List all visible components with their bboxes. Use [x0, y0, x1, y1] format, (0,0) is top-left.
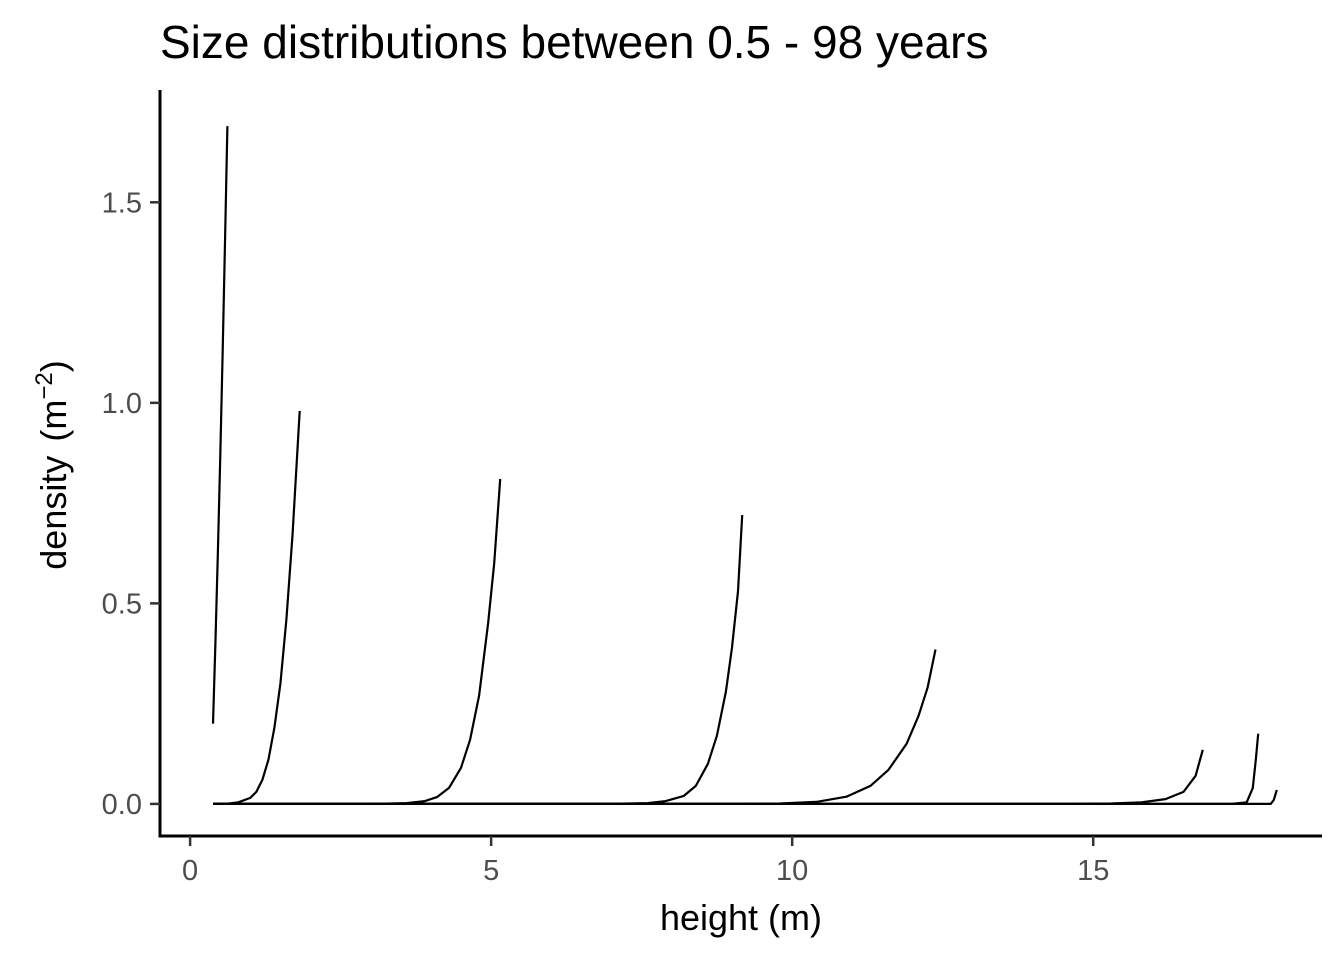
y-axis-title-exponent: −2 [31, 372, 58, 399]
x-tick-label: 0 [182, 855, 198, 887]
y-axis-title-main: density [33, 456, 74, 570]
y-tick-label: 1.0 [102, 388, 142, 420]
y-axis-title: density (m−2) [31, 360, 74, 569]
y-tick-label: 0.0 [102, 789, 142, 821]
chart-title: Size distributions between 0.5 - 98 year… [160, 16, 988, 68]
y-ticks: 0.0 0.5 1.0 1.5 [102, 187, 160, 821]
series-line-1 [211, 126, 229, 724]
x-tick-label: 5 [483, 855, 499, 887]
series-line-3 [213, 478, 502, 806]
y-axis-title-open-paren: ( [33, 430, 74, 442]
series-line-4 [213, 515, 744, 806]
x-axis-title: height (m) [660, 897, 822, 938]
series-line-8 [213, 789, 1278, 806]
x-ticks: 0 5 10 15 [182, 836, 1109, 887]
series-line-5 [213, 649, 937, 806]
series-group [211, 126, 1278, 806]
series-line-7 [213, 733, 1260, 806]
x-tick-label: 10 [776, 855, 808, 887]
y-axis-title-unit: m [33, 400, 74, 430]
y-axis-title-close-paren: ) [33, 360, 74, 372]
y-tick-label: 1.5 [102, 187, 142, 219]
series-line-6 [213, 749, 1204, 806]
y-tick-label: 0.5 [102, 588, 142, 620]
series-line-2 [213, 410, 301, 806]
x-tick-label: 15 [1077, 855, 1109, 887]
